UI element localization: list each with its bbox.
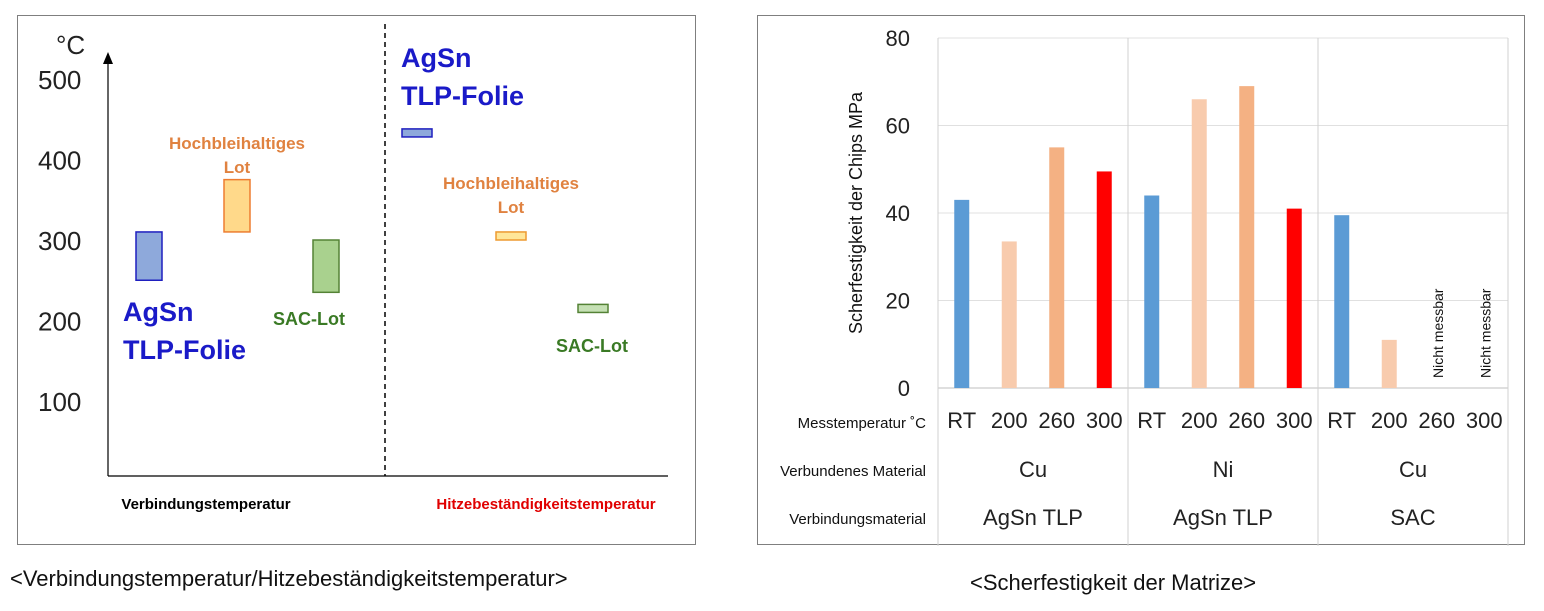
y-tick-label: 100 xyxy=(38,387,81,417)
x-tick-label: RT xyxy=(1137,408,1166,433)
y-tick-label: 400 xyxy=(38,146,81,176)
range-chart-panel: °C 100 200 300 400 500 Verbindungstemperatur Hi… xyxy=(17,15,696,545)
range-box xyxy=(135,231,163,281)
x-tick-label: 200 xyxy=(1181,408,1218,433)
shear-strength-chart: 0 20 40 60 80 Scherfestigkeit der Chips MPa Me… xyxy=(780,26,1509,546)
y-axis-arrow xyxy=(103,52,113,64)
bar xyxy=(954,199,970,388)
range-label: SAC-Lot xyxy=(273,309,345,329)
shear-strength-chart-panel: 0 20 40 60 80 Scherfestigkeit der Chips MPa Me… xyxy=(757,15,1525,546)
range-label: Hochbleihaltiges xyxy=(443,174,579,193)
y-tick-label: 80 xyxy=(886,26,910,51)
section-label: Hitzebeständigkeitstemperatur xyxy=(436,496,655,513)
y-tick-label: 300 xyxy=(38,226,81,256)
range-chart: °C 100 200 300 400 500 Verbindungstemperatur Hi… xyxy=(38,24,668,513)
bar xyxy=(1049,147,1065,388)
y-unit-label: °C xyxy=(56,30,85,60)
y-tick-label: 0 xyxy=(898,376,910,401)
y-tick-label: 60 xyxy=(886,114,910,139)
range-label: AgSn xyxy=(401,43,472,73)
x-tick-label: 260 xyxy=(1038,408,1075,433)
y-tick-label: 20 xyxy=(886,289,910,314)
range-label: AgSn xyxy=(123,297,194,327)
bar xyxy=(1239,86,1255,388)
range-label: Lot xyxy=(498,198,525,217)
row-label-material: Verbundenes Material xyxy=(780,463,926,480)
x-tick-label: 200 xyxy=(1371,408,1408,433)
row-label-temperature: Messtemperatur ˚C xyxy=(798,415,927,432)
range-label: SAC-Lot xyxy=(556,336,628,356)
x-tick-label: 200 xyxy=(991,408,1028,433)
y-tick-label: 200 xyxy=(38,307,81,337)
bar xyxy=(1191,99,1207,388)
caption-left: <Verbindungstemperatur/Hitzebeständigkei… xyxy=(10,566,568,591)
range-box xyxy=(577,303,609,314)
y-axis-label: Scherfestigkeit der Chips MPa xyxy=(846,91,866,334)
material-label: Ni xyxy=(1213,457,1234,482)
bar xyxy=(1381,339,1397,388)
x-tick-label: RT xyxy=(1327,408,1356,433)
x-tick-label: RT xyxy=(947,408,976,433)
bar xyxy=(1144,195,1160,388)
x-tick-label: 300 xyxy=(1276,408,1313,433)
x-tick-label: 260 xyxy=(1418,408,1455,433)
x-tick-label: 300 xyxy=(1466,408,1503,433)
bar-note: Nicht messbar xyxy=(1477,288,1493,378)
x-tick-label: 260 xyxy=(1228,408,1265,433)
bar xyxy=(1286,208,1302,388)
section-label: Verbindungstemperatur xyxy=(121,496,290,513)
joint-label: SAC xyxy=(1390,505,1435,530)
y-tick-label: 500 xyxy=(38,65,81,95)
bar xyxy=(1096,171,1112,388)
range-label: Hochbleihaltiges xyxy=(169,134,305,153)
range-box xyxy=(223,178,251,233)
y-tick-label: 40 xyxy=(886,201,910,226)
range-label: TLP-Folie xyxy=(123,335,246,365)
bar xyxy=(1001,241,1017,388)
material-label: Cu xyxy=(1019,457,1047,482)
range-label: Lot xyxy=(224,158,251,177)
bar xyxy=(1334,215,1350,388)
bar-note: Nicht messbar xyxy=(1430,288,1446,378)
range-label: TLP-Folie xyxy=(401,81,524,111)
material-label: Cu xyxy=(1399,457,1427,482)
range-box xyxy=(312,239,340,294)
joint-label: AgSn TLP xyxy=(983,505,1083,530)
joint-label: AgSn TLP xyxy=(1173,505,1273,530)
x-tick-label: 300 xyxy=(1086,408,1123,433)
range-box xyxy=(401,128,433,138)
row-label-joint: Verbindungsmaterial xyxy=(789,511,926,528)
range-box xyxy=(495,231,527,241)
caption-right: <Scherfestigkeit der Matrize> xyxy=(970,570,1257,595)
